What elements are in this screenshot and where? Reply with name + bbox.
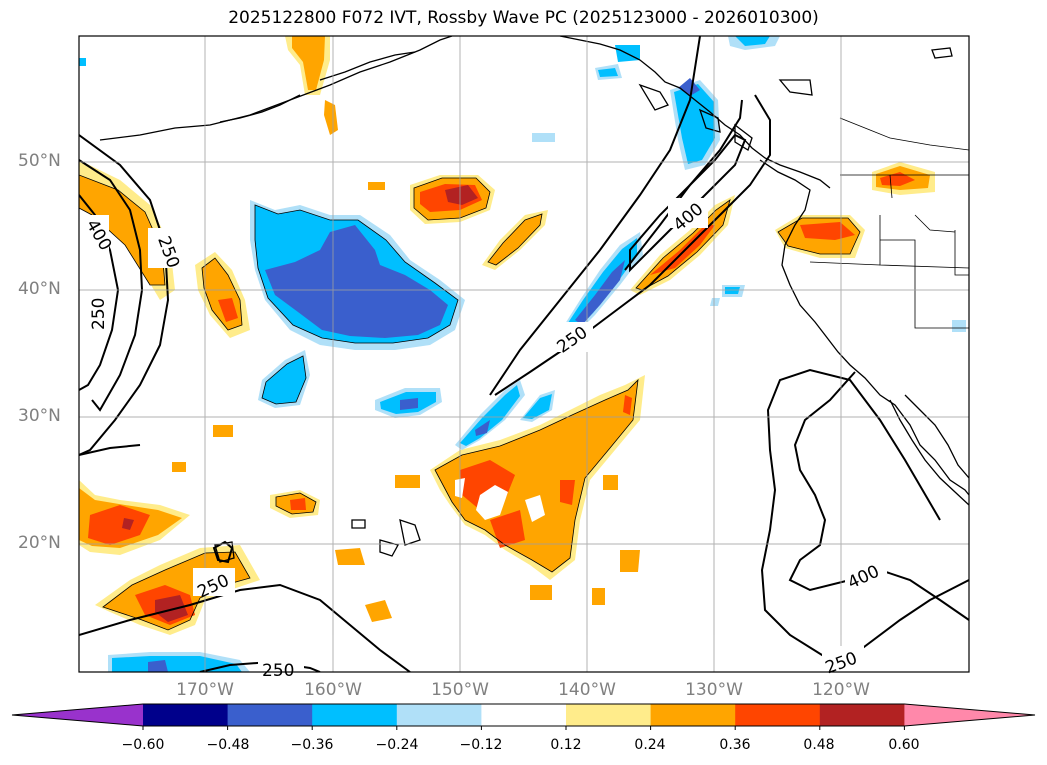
colorbar-extend-right [904,704,1035,726]
colorbar-bin [396,704,482,726]
colorbar-bin [143,704,229,726]
colorbar-bin [227,704,313,726]
lat-label-20n: 20°N [18,533,61,553]
colorbar-bin [735,704,821,726]
colorbar-tick-label: 0.48 [803,737,835,753]
lat-label-30n: 30°N [18,406,61,426]
contour-line-250-south [79,583,411,672]
colorbar-tick-label: 0.36 [719,737,751,753]
colorbar-tick-label: 0.60 [888,737,920,753]
colorbar-tick-label: −0.24 [375,737,419,753]
lon-label-170w: 170°W [176,680,234,700]
contour-label: 250 [89,298,109,330]
contour-label-backgrounds [79,198,887,672]
coastlines [99,36,969,563]
lon-label-140w: 140°W [558,680,616,700]
map-title: 2025122800 F072 IVT, Rossby Wave PC (202… [228,8,819,28]
colorbar-tick-label: −0.48 [206,737,250,753]
lon-label-130w: 130°W [685,680,743,700]
lat-label-40n: 40°N [18,279,61,299]
colorbar-tick-label: −0.60 [121,737,165,753]
political-borders [809,117,969,329]
gridlines [79,36,969,672]
lon-label-160w: 160°W [304,680,362,700]
lon-label-150w: 150°W [431,680,489,700]
contour-label: 250 [262,661,294,681]
colorbar-tick-label: 0.12 [550,737,582,753]
colorbar-tick-label: −0.36 [290,737,334,753]
lat-label-50n: 50°N [18,151,61,171]
lon-label-120w: 120°W [812,680,870,700]
colorbar-bin [650,704,736,726]
colorbar-bin [819,704,905,726]
contour-line-250-ar [489,36,701,396]
anomaly-outlines [79,174,861,631]
map-frame [78,35,970,673]
colorbar-tick-label: −0.12 [459,737,503,753]
colorbar-bin [481,704,567,726]
contour-line-400-ar [629,133,747,273]
colorbar [11,703,1036,730]
colorbar-bin [566,704,652,726]
contour-line-250-east [760,368,969,662]
contour-line-400-east [788,371,969,621]
coastline-west-coast [759,159,969,496]
contour-line-250-west-outer [79,134,170,456]
colorbar-tick-label: 0.24 [634,737,666,753]
coastline-alaska [99,36,453,141]
negative-anomaly-regions [79,36,966,672]
colorbar-extend-left [12,704,143,726]
colorbar-bin [312,704,398,726]
